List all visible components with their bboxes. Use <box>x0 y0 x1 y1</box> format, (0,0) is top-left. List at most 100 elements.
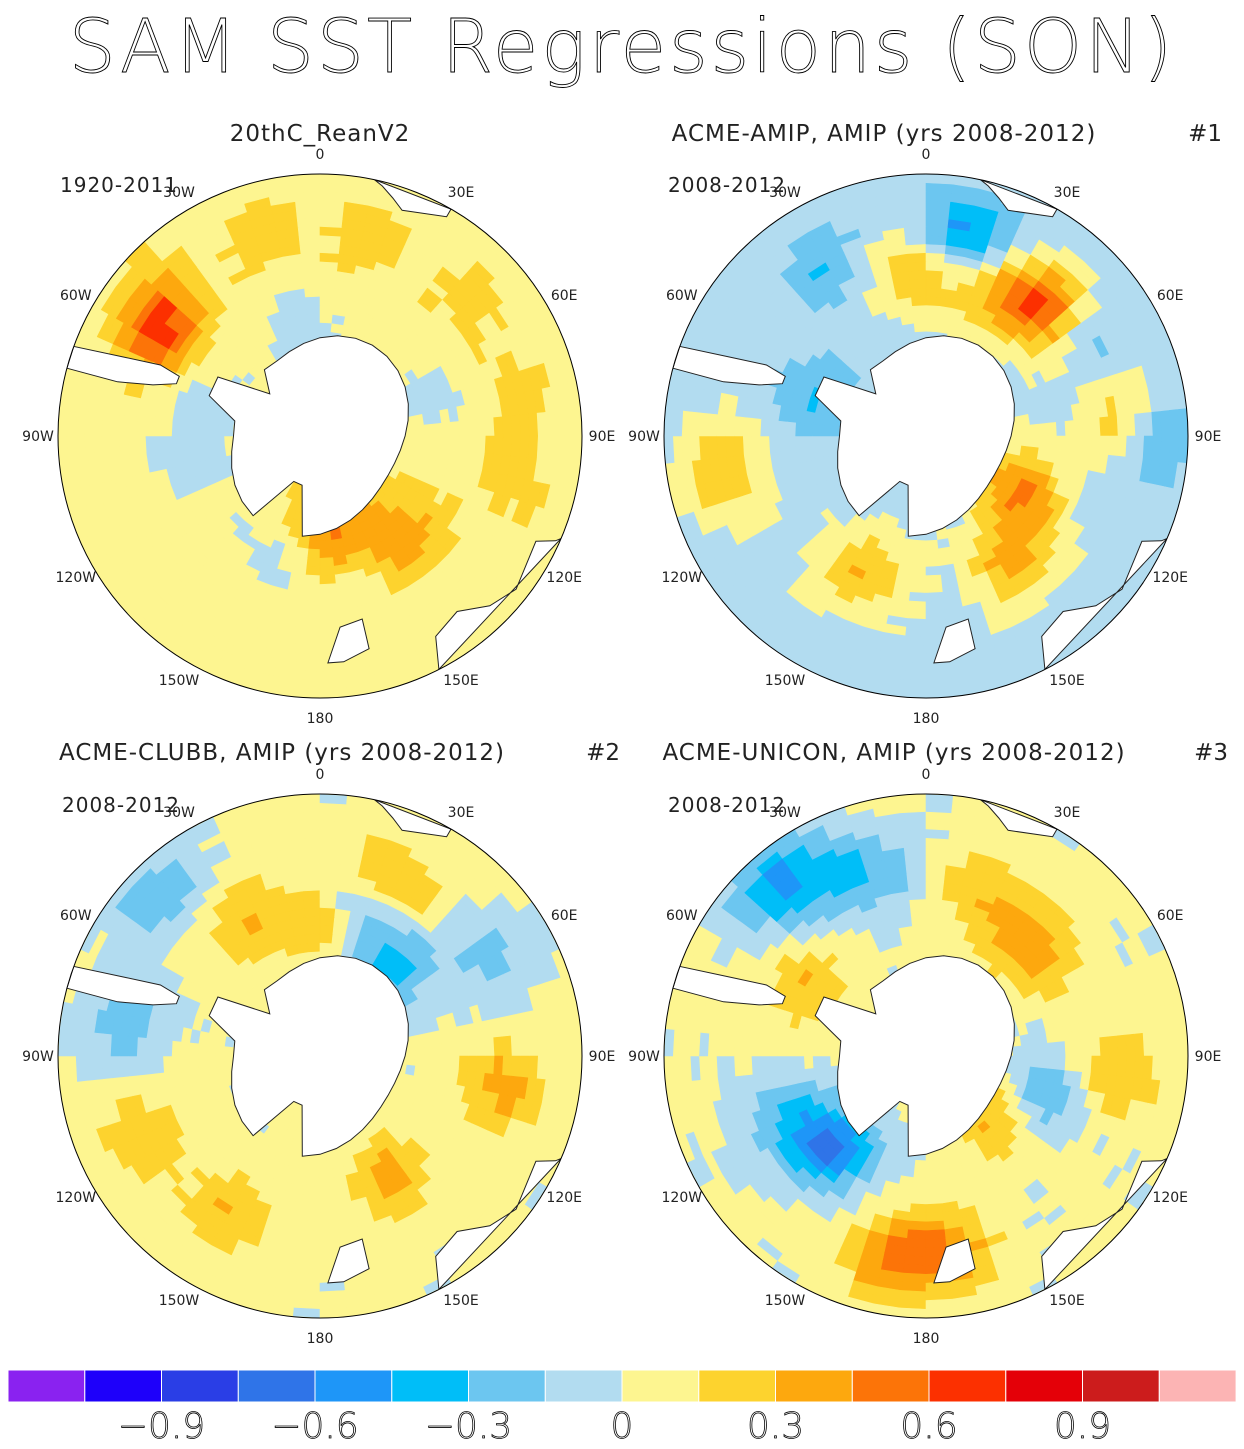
sst-cell <box>432 422 443 437</box>
sst-cell <box>319 191 346 202</box>
sst-cell <box>510 414 522 437</box>
longitude-label: 60E <box>1157 288 1184 304</box>
sst-cell <box>1177 408 1188 437</box>
sst-cell <box>302 269 321 281</box>
sst-cell <box>298 234 321 246</box>
antarctica-land <box>814 335 1015 537</box>
sst-cell <box>912 548 927 559</box>
sst-cell <box>295 652 321 664</box>
longitude-label: 60W <box>666 288 698 304</box>
antarctica-land <box>208 335 409 537</box>
sst-cell <box>902 217 927 228</box>
sst-cell <box>449 1041 461 1057</box>
sst-cell <box>750 417 762 437</box>
sst-cell <box>127 435 138 457</box>
sst-cell <box>179 421 191 437</box>
sst-cell <box>319 907 336 918</box>
sst-cell <box>901 199 927 211</box>
sst-cell <box>1029 435 1040 449</box>
longitude-label: 30E <box>448 185 475 201</box>
sst-cell <box>903 226 927 237</box>
sst-cell <box>925 539 939 550</box>
longitude-label: 120E <box>1152 570 1188 586</box>
sst-cell <box>925 609 946 620</box>
longitude-label: 0 <box>316 147 325 163</box>
panel-period: 2008-2012 <box>668 173 786 197</box>
sst-cell <box>910 574 927 585</box>
sst-cell <box>449 421 461 437</box>
sst-cell <box>925 269 944 281</box>
sst-cell <box>554 435 565 462</box>
panel-20thc-reanv2: 20thC_ReanV2 1920-2011 030E60E90E120E150… <box>22 121 615 727</box>
longitude-label: 150W <box>765 673 806 689</box>
sst-cell <box>1073 419 1084 437</box>
sst-cell <box>294 670 321 681</box>
sst-cell <box>911 565 927 577</box>
sst-cell <box>298 626 321 638</box>
sst-cell <box>319 278 337 289</box>
sst-cell <box>305 557 321 568</box>
longitude-label: 90W <box>22 429 54 445</box>
sst-cell <box>925 182 953 194</box>
sst-cell <box>901 652 927 664</box>
sst-cell <box>1151 411 1163 437</box>
longitude-label: 120W <box>56 570 97 586</box>
sst-cell <box>179 1055 191 1071</box>
sst-cell <box>689 411 701 437</box>
sst-cell <box>319 600 339 612</box>
sst-cell <box>118 414 130 437</box>
sst-cell <box>136 1036 147 1057</box>
sst-cell <box>925 191 952 202</box>
sst-cell <box>906 252 927 263</box>
map-boundary <box>57 173 583 699</box>
sst-cell <box>92 435 104 461</box>
sst-cell <box>925 548 940 559</box>
sst-cell <box>319 565 335 577</box>
sst-cell <box>188 421 199 437</box>
sst-cell <box>75 410 86 437</box>
sst-cell <box>305 1185 321 1197</box>
sst-cell <box>777 435 788 452</box>
longitude-label: 30E <box>1054 185 1081 201</box>
sst-cell <box>306 548 321 559</box>
sst-cell <box>304 907 321 918</box>
sst-cell <box>319 609 340 620</box>
sst-cell <box>1168 435 1180 463</box>
sst-cell <box>1134 412 1145 437</box>
sst-cell <box>305 924 321 935</box>
sst-cell <box>906 609 927 620</box>
sst-cell <box>223 1055 234 1067</box>
panel-period: 2008-2012 <box>62 793 180 817</box>
sst-cell <box>206 435 217 449</box>
sst-cell <box>188 435 199 451</box>
sst-cell <box>197 1042 208 1057</box>
sst-cell <box>925 313 940 324</box>
sst-cell <box>562 435 574 463</box>
sst-cell <box>319 208 345 220</box>
sst-cell <box>118 435 130 458</box>
sst-cell <box>301 1220 321 1232</box>
sst-cell <box>681 435 692 462</box>
sst-cell <box>475 1055 487 1074</box>
sst-cell <box>153 435 165 454</box>
sst-cell <box>223 435 234 447</box>
sst-cell <box>1073 435 1084 453</box>
sst-cell <box>467 1039 478 1057</box>
sst-cell <box>300 1229 321 1240</box>
sst-cell <box>319 898 337 909</box>
sst-cell <box>458 1040 469 1057</box>
sst-cell <box>1099 435 1110 456</box>
sst-cell <box>925 252 946 263</box>
sst-cell <box>127 415 138 437</box>
sst-cell <box>1134 435 1145 460</box>
sst-cell <box>467 419 478 437</box>
sst-cell <box>303 278 321 289</box>
longitude-label: 150W <box>159 673 200 689</box>
sst-cell <box>214 1044 225 1057</box>
sst-cell <box>319 295 335 307</box>
sst-cell <box>415 1044 426 1057</box>
sst-cell <box>197 1055 208 1070</box>
